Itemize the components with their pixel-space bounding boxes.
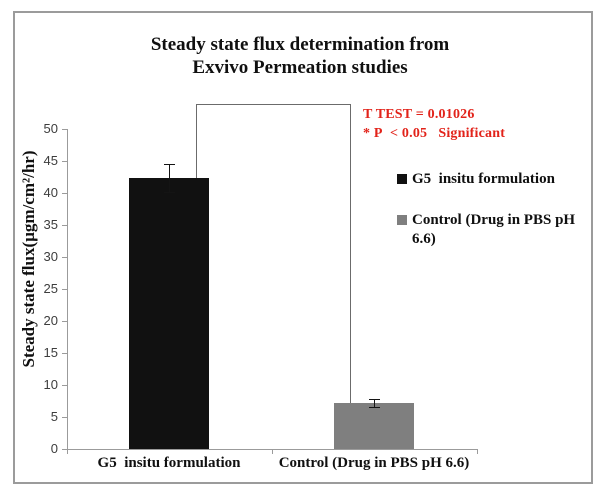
- y-tick-label: 0: [50, 441, 58, 456]
- chart-title: Steady state flux determination from Exv…: [0, 33, 600, 79]
- p-value-significance: * P < 0.05 Significant: [363, 126, 506, 141]
- figure-border: [13, 11, 593, 484]
- y-tick-label: 20: [43, 313, 58, 328]
- legend-label: G5 insitu formulation: [412, 171, 555, 187]
- y-tick-mark: [62, 385, 67, 386]
- y-tick-mark: [62, 161, 67, 162]
- significance-bracket-right: [350, 104, 351, 403]
- t-test-annotation: T TEST = 0.01026 * P < 0.05 Significant: [363, 105, 505, 143]
- error-bar-cap-top: [164, 163, 175, 165]
- error-bar-cap-bottom: [164, 191, 175, 193]
- significance-bracket-left: [196, 104, 197, 178]
- significance-bracket-top: [196, 104, 351, 105]
- y-axis-line: [67, 129, 68, 450]
- y-tick-label: 30: [43, 249, 58, 264]
- t-test-value: T TEST = 0.01026: [363, 107, 475, 122]
- x-category-label: Control (Drug in PBS pH 6.6): [278, 455, 470, 471]
- chart-title-line1: Steady state flux determination from: [150, 34, 450, 55]
- error-bar-line: [169, 163, 170, 192]
- error-bar-cap-bottom: [369, 406, 380, 408]
- x-tick-mark: [272, 449, 273, 454]
- y-tick-label: 45: [43, 153, 58, 168]
- bar-control-drug-in-pbs: [334, 402, 414, 449]
- y-tick-label: 10: [43, 377, 58, 392]
- legend-swatch-icon: [397, 215, 407, 225]
- y-tick-label: 15: [43, 345, 58, 360]
- y-tick-label: 5: [50, 409, 58, 424]
- legend-item: G5 insitu formulation: [397, 170, 582, 189]
- y-tick-mark: [62, 225, 67, 226]
- y-tick-mark: [62, 289, 67, 290]
- legend-swatch-icon: [397, 174, 407, 184]
- y-tick-mark: [62, 129, 67, 130]
- y-tick-label: 50: [43, 121, 58, 136]
- error-bar-line: [374, 399, 375, 407]
- y-tick-label: 40: [43, 185, 58, 200]
- y-tick-mark: [62, 449, 67, 450]
- bar-g5-insitu-formulation: [129, 177, 209, 449]
- error-bar-cap-top: [369, 399, 380, 401]
- y-tick-mark: [62, 417, 67, 418]
- y-tick-mark: [62, 257, 67, 258]
- x-tick-mark: [67, 449, 68, 454]
- y-tick-label: 25: [43, 281, 58, 296]
- x-category-label: G5 insitu formulation: [97, 455, 241, 471]
- y-tick-mark: [62, 321, 67, 322]
- y-tick-mark: [62, 353, 67, 354]
- chart-title-line2: Exvivo Permeation studies: [192, 57, 408, 78]
- x-tick-mark: [477, 449, 478, 454]
- legend-item: Control (Drug in PBS pH 6.6): [397, 211, 582, 249]
- y-tick-mark: [62, 193, 67, 194]
- legend: G5 insitu formulation Control (Drug in PB…: [397, 170, 582, 271]
- legend-label: Control (Drug in PBS pH 6.6): [412, 212, 576, 247]
- y-tick-label: 35: [43, 217, 58, 232]
